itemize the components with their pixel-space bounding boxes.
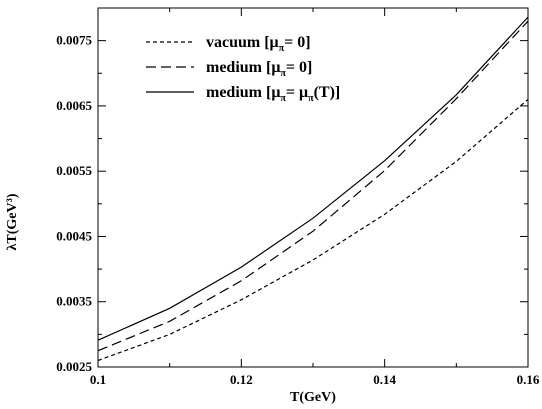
legend-label-1: vacuum [μπ= 0] <box>206 34 311 54</box>
y-axis-title: λT(GeV³) <box>5 193 20 250</box>
tick-labels: 0.1 0.12 0.14 0.16 0.0025 0.0035 0.0045 0.0055 0… <box>56 33 540 387</box>
y-tick-label: 0.0055 <box>56 163 92 178</box>
y-tick-label: 0.0075 <box>56 33 92 48</box>
legend-label-3: medium [μπ= μπ(T)] <box>206 84 340 104</box>
axis-ticks <box>97 7 529 368</box>
x-tick-label: 0.12 <box>230 372 253 387</box>
series-line-1 <box>97 98 529 362</box>
series-lines <box>97 16 529 362</box>
y-tick-label: 0.0045 <box>56 228 92 243</box>
x-tick-label: 0.1 <box>90 372 106 387</box>
x-tick-label: 0.16 <box>517 372 540 387</box>
legend: vacuum [μπ= 0] medium [μπ= 0] medium [μπ= … <box>146 34 340 104</box>
y-tick-label: 0.0025 <box>56 359 92 374</box>
legend-label-2: medium [μπ= 0] <box>206 59 312 79</box>
x-axis-title: T(GeV) <box>290 390 336 405</box>
series-line-2 <box>97 20 529 352</box>
series-line-3 <box>97 16 529 341</box>
y-tick-label: 0.0035 <box>56 294 92 309</box>
y-tick-label: 0.0065 <box>56 98 92 113</box>
plot-frame <box>97 7 529 368</box>
x-tick-label: 0.14 <box>373 372 396 387</box>
